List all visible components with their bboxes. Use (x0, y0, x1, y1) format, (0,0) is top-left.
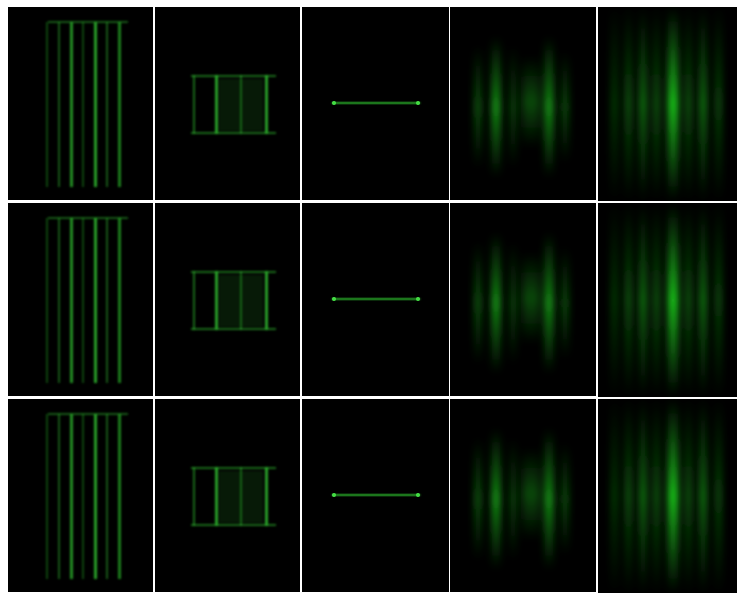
image-grid (0, 0, 737, 593)
panel (8, 203, 153, 396)
panel (450, 399, 596, 592)
row-1 (8, 7, 737, 201)
row-2 (8, 203, 737, 397)
panel (302, 7, 449, 200)
panel (598, 203, 737, 397)
panel (598, 399, 737, 593)
panel (450, 7, 596, 200)
row-3 (8, 399, 737, 593)
page (0, 0, 737, 593)
panel (302, 399, 449, 592)
panel (155, 7, 300, 200)
panel (302, 203, 449, 396)
panel (598, 7, 737, 201)
panel (8, 399, 153, 592)
panel (450, 203, 596, 396)
panel (8, 7, 153, 200)
panel (155, 203, 300, 396)
panel (155, 399, 300, 592)
